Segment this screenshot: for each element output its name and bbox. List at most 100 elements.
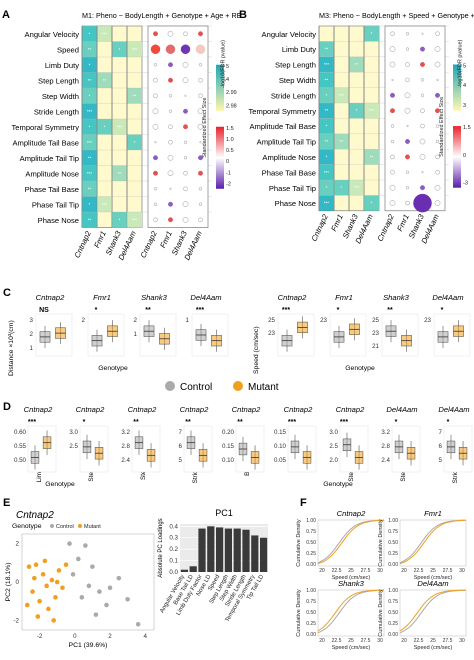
row-label: Angular Velocity (262, 30, 317, 39)
effect-dot (405, 139, 410, 144)
heatmap-cell (112, 212, 127, 228)
pca-point (97, 589, 102, 594)
heatmap-cell (127, 134, 142, 150)
x-tick: 0 (73, 633, 77, 640)
x-tick: 4 (143, 633, 147, 640)
row-label: Temporal Symmetry (11, 123, 79, 132)
effect-dot (405, 154, 410, 160)
effect-dot (183, 108, 188, 114)
gene-title: Cntnap2 (128, 405, 157, 414)
significance-stars: ** (325, 77, 329, 82)
y-tick: 25 (268, 317, 275, 324)
pc-title: PC1 (215, 508, 233, 518)
row-label: Phase Tail Tip (32, 200, 79, 209)
y-axis-label: Cumulative Density (378, 589, 384, 637)
significance-stars: *** (369, 108, 375, 113)
pca-point (107, 585, 113, 591)
effect-dot (389, 46, 396, 52)
legend-control-label: Control (180, 382, 212, 393)
x-tick: 30 (377, 568, 383, 574)
pc-bar (224, 528, 232, 572)
gene-title: Cntnap2 (16, 510, 54, 521)
y-tick: 3 (30, 317, 34, 324)
legend-tick: -2 (226, 182, 231, 188)
x-axis-label: Speed (cm/sec) (414, 575, 453, 581)
x-tick: 25 (430, 568, 436, 574)
x-tick: 20 (401, 638, 407, 644)
pc-bar (233, 528, 241, 572)
pc-bar (189, 566, 197, 572)
effect-dot (182, 201, 189, 208)
y-tick: 3.0 (329, 429, 338, 436)
heatmap-cell (349, 103, 364, 119)
effect-dot (154, 141, 157, 144)
y-tick: -2 (13, 617, 19, 624)
legend-tick: 5 (226, 64, 229, 70)
y-tick: 0.05 (274, 457, 287, 464)
y-tick: 3.2 (381, 429, 390, 436)
y-tick: 0.50 (388, 610, 398, 616)
heatmap-cell (112, 119, 127, 135)
y-tick: 1 (186, 317, 190, 324)
effect-dot (197, 123, 204, 130)
heatmap-cell (319, 118, 334, 134)
x-tick: 25 (430, 638, 436, 644)
significance: * (441, 307, 444, 314)
pca-point (46, 606, 51, 612)
heatmap-cell (127, 212, 142, 228)
row-label: Amplitude Tail Tip (257, 138, 316, 147)
gene-title: Fmr1 (335, 293, 353, 302)
effect-dot (413, 193, 432, 213)
legend-tick: 0.5 (226, 148, 234, 154)
row-label: Step Length (38, 76, 79, 85)
heatmap-cell (319, 195, 334, 211)
significance-stars: ** (370, 154, 374, 159)
heatmap-cell (112, 165, 127, 181)
significance-stars: ** (325, 108, 329, 113)
y-tick: 0.25 (388, 621, 398, 627)
significance-stars: ** (133, 93, 137, 98)
significance-stars: ** (88, 47, 92, 52)
effect-dot (389, 61, 396, 68)
heatmap-cell (319, 149, 334, 165)
significance-stars: *** (132, 47, 138, 52)
effect-dot (153, 93, 158, 98)
row-label: Temporal Symmetry (248, 107, 316, 116)
x-tick: 20 (319, 638, 325, 644)
row-label: Amplitude Nose (25, 169, 79, 178)
effect-dot (167, 30, 174, 37)
effect-dot (168, 109, 173, 113)
effect-dot (168, 140, 173, 145)
effect-dot (153, 63, 158, 67)
pca-point (56, 568, 62, 573)
effect-dot (434, 200, 441, 206)
heatmap-cell (349, 180, 364, 196)
pca-point (125, 596, 130, 602)
gene-title: Del4Aam (190, 293, 221, 302)
effect-dot (405, 47, 410, 51)
y-tick: 2 (82, 317, 86, 324)
heatmap-cell (319, 164, 334, 180)
effect-dot (167, 170, 174, 177)
pc-bar (251, 535, 259, 572)
legend-tick: 0 (463, 153, 466, 159)
panel-title: M3: Pheno ~ BodyLength + Speed + Genotyp… (319, 11, 474, 20)
pca-point (70, 572, 76, 577)
pca-point (86, 583, 92, 589)
heatmap-cell (334, 180, 349, 196)
significance-stars: ** (88, 155, 92, 160)
gene-title: Shank3 (141, 293, 168, 302)
heatmap-panel-A: A M1: Pheno ~ BodyLength + Genotype + Age… (2, 9, 242, 262)
significance-stars: *** (354, 185, 360, 190)
significance-stars: * (134, 140, 136, 145)
y-axis-label: Speed (cm/sec) (253, 326, 260, 374)
legend-tick: 1.0 (226, 137, 234, 143)
significance: ** (237, 419, 243, 426)
effect-dot (167, 154, 174, 161)
x-axis-label: Genotype (45, 481, 75, 488)
effect-dot (183, 156, 188, 160)
significance: * (83, 419, 86, 426)
panel-E: E Cntnap2 Genotype Control Mutant -2 0 2 4 2 0 -2 PC… (3, 497, 268, 649)
legend-tick: 4 (463, 83, 466, 89)
col-label: Cntnap2 (310, 212, 331, 243)
